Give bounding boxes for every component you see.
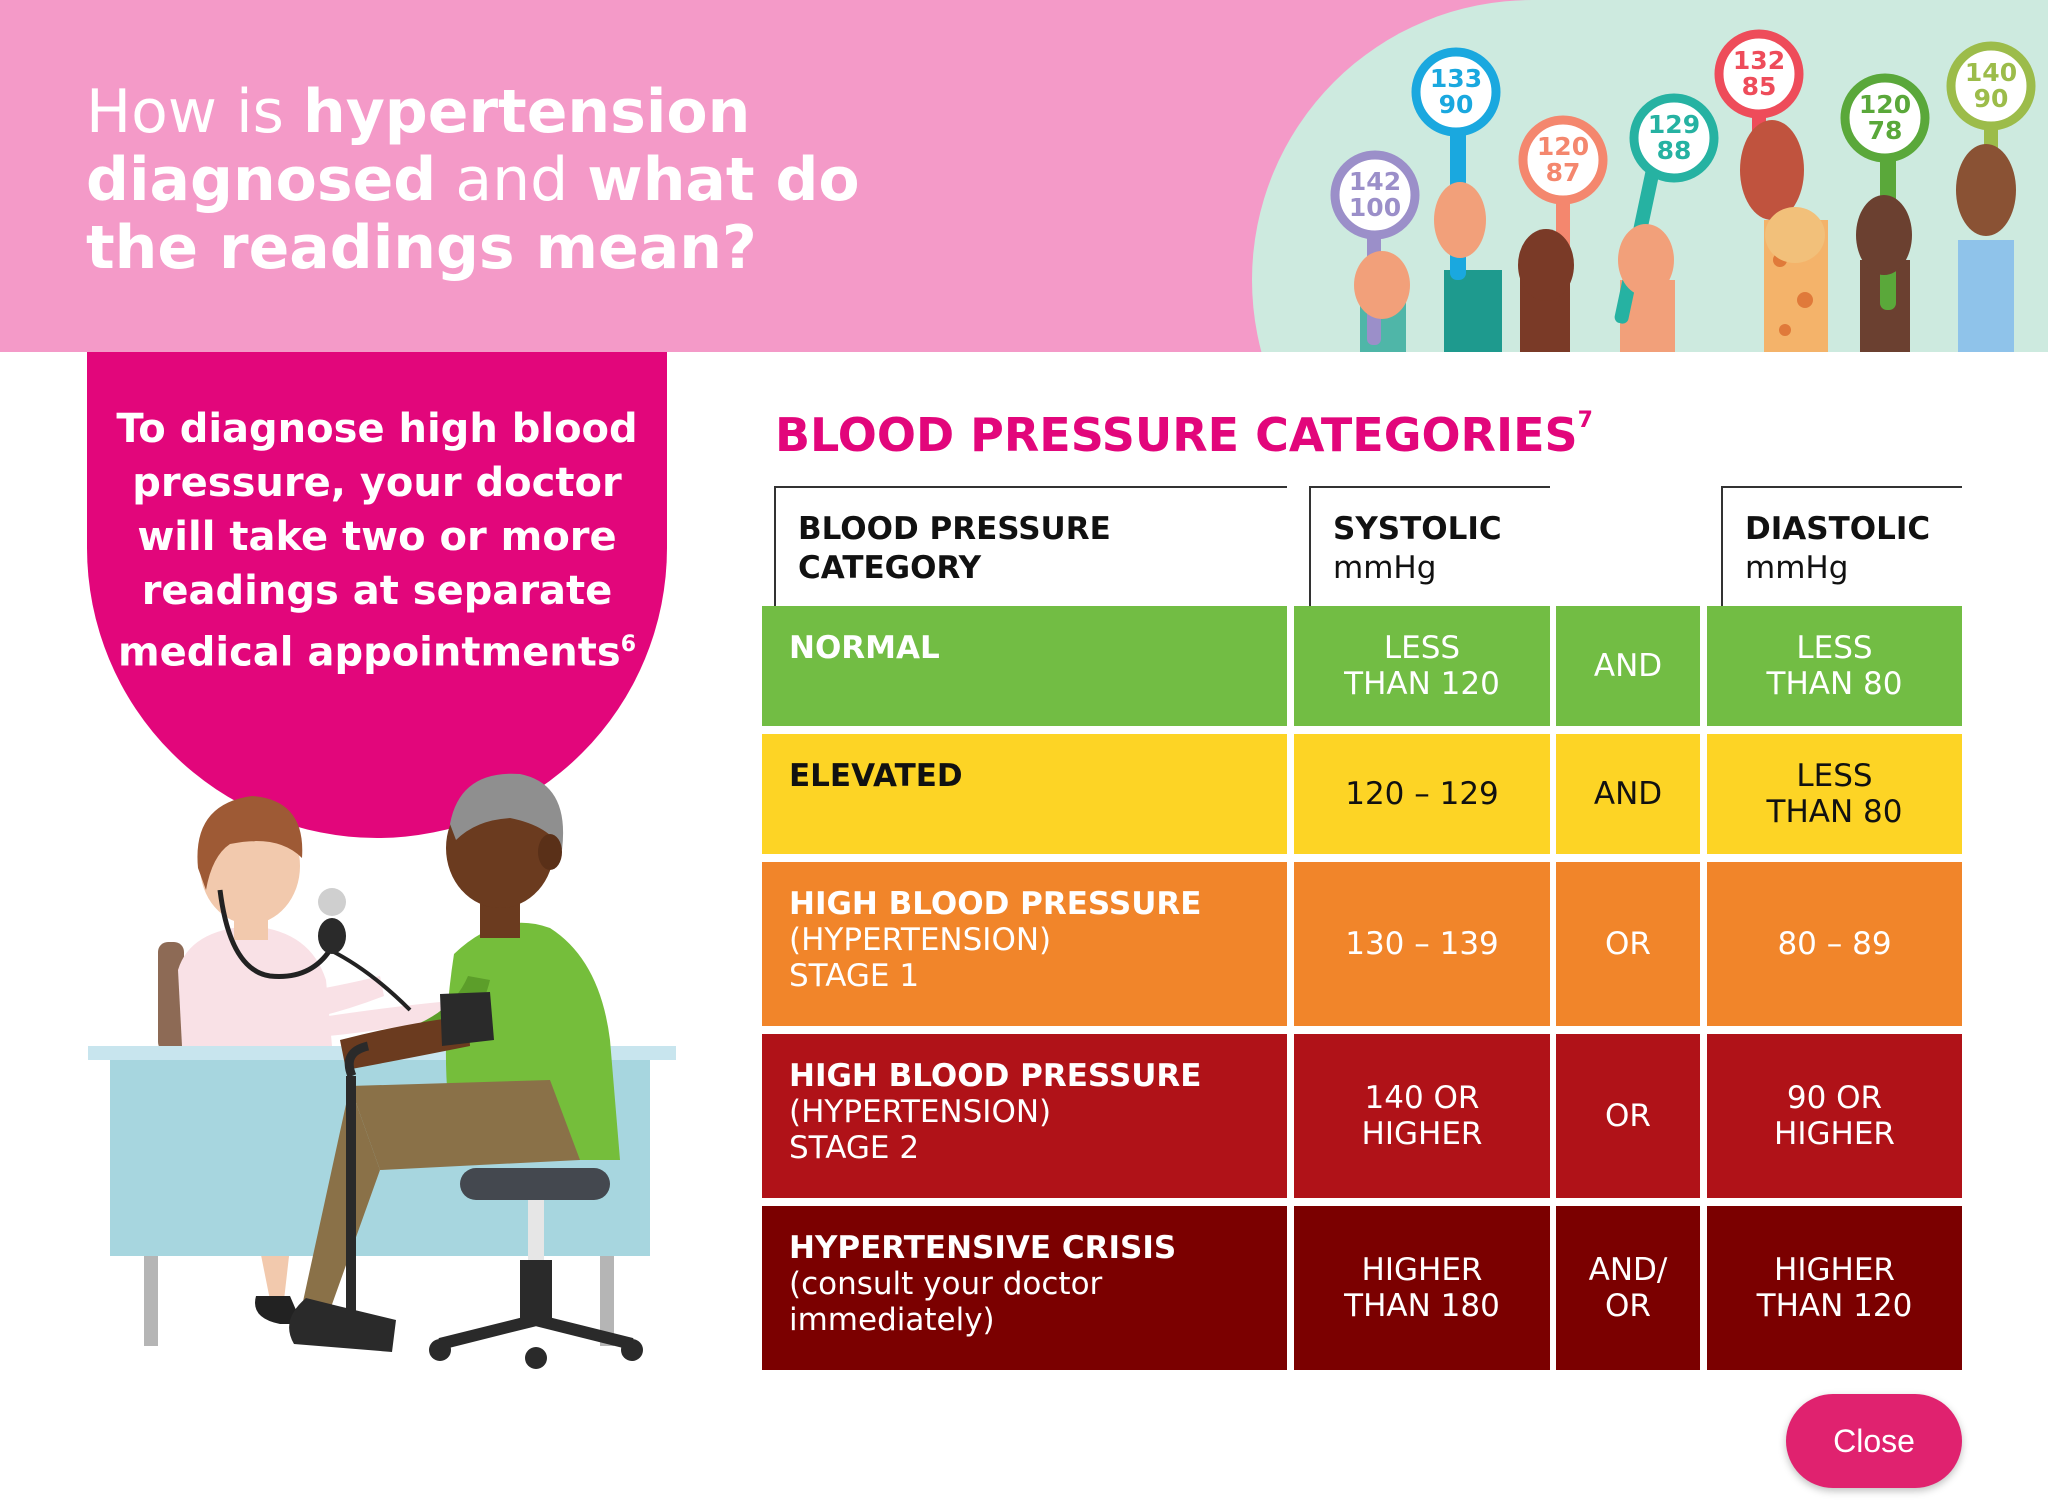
category-cell: NORMAL xyxy=(762,606,1287,726)
connector-cell: AND xyxy=(1556,606,1700,726)
category-cell: ELEVATED xyxy=(762,734,1287,854)
title-part: How is xyxy=(86,77,303,147)
sign-systolic: 120 xyxy=(1537,132,1589,161)
doctor-patient-illustration xyxy=(88,773,676,1369)
reading-sign xyxy=(1330,150,1420,240)
reading-sign xyxy=(1840,73,1930,163)
reading-sign xyxy=(1946,41,2036,131)
category-name: HYPERTENSIVE CRISIS xyxy=(789,1230,1177,1266)
reading-sign xyxy=(1518,115,1608,205)
diastolic-cell: LESS THAN 80 xyxy=(1707,606,1962,726)
bubble-reference: 6 xyxy=(620,632,637,657)
sign-systolic: 133 xyxy=(1430,64,1482,93)
category-row: ELEVATED 120 – 129 AND LESS THAN 80 xyxy=(762,734,1962,854)
category-row: NORMAL LESS THAN 120 AND LESS THAN 80 xyxy=(762,606,1962,726)
category-row: HIGH BLOOD PRESSURE (HYPERTENSION) STAGE… xyxy=(762,862,1962,1026)
connector-cell: OR xyxy=(1556,1034,1700,1198)
categories-title: BLOOD PRESSURE CATEGORIES7 xyxy=(775,408,1593,462)
category-note: (HYPERTENSION) STAGE 2 xyxy=(789,1094,1052,1166)
systolic-cell: HIGHER THAN 180 xyxy=(1294,1206,1550,1370)
column-header-category-line2: CATEGORY xyxy=(798,550,982,586)
category-note: (HYPERTENSION) STAGE 1 xyxy=(789,922,1052,994)
diastolic-cell: HIGHER THAN 120 xyxy=(1707,1206,1962,1370)
column-header-category: BLOOD PRESSURE CATEGORY xyxy=(774,486,1287,606)
category-cell: HIGH BLOOD PRESSURE (HYPERTENSION) STAGE… xyxy=(762,1034,1287,1198)
diastolic-cell: 80 – 89 xyxy=(1707,862,1962,1026)
column-header-diastolic: DIASTOLIC mmHg xyxy=(1721,486,1962,606)
reading-sign xyxy=(1411,47,1501,137)
sign-systolic: 140 xyxy=(1965,58,2017,87)
raised-hands-illustration: 142 100 133 90 120 87 129 88 132 85 120 … xyxy=(1330,29,2036,352)
category-row: HYPERTENSIVE CRISIS (consult your doctor… xyxy=(762,1206,1962,1370)
sign-diastolic: 88 xyxy=(1657,136,1692,165)
connector-cell: AND/ OR xyxy=(1556,1206,1700,1370)
categories-heading: BLOOD PRESSURE CATEGORIES xyxy=(775,408,1578,462)
category-name: HIGH BLOOD PRESSURE xyxy=(789,1058,1202,1094)
category-cell: HIGH BLOOD PRESSURE (HYPERTENSION) STAGE… xyxy=(762,862,1287,1026)
sign-systolic: 142 xyxy=(1349,167,1401,196)
sign-diastolic: 90 xyxy=(1974,84,2009,113)
connector-cell: AND xyxy=(1556,734,1700,854)
title-part: what do the readings mean? xyxy=(86,145,860,283)
column-header-diastolic-unit: mmHg xyxy=(1745,550,1849,586)
column-header-diastolic-label: DIASTOLIC xyxy=(1745,511,1931,547)
sign-diastolic: 100 xyxy=(1349,193,1401,222)
category-name: HIGH BLOOD PRESSURE xyxy=(789,886,1202,922)
category-name: ELEVATED xyxy=(789,758,963,794)
header-banner: How is hypertension diagnosed and what d… xyxy=(0,0,2048,352)
page-title: How is hypertension diagnosed and what d… xyxy=(86,78,986,282)
sign-diastolic: 90 xyxy=(1439,90,1474,119)
column-header-systolic-label: SYSTOLIC xyxy=(1333,511,1502,547)
category-name: NORMAL xyxy=(789,630,940,666)
category-cell: HYPERTENSIVE CRISIS (consult your doctor… xyxy=(762,1206,1287,1370)
category-note: (consult your doctor immediately) xyxy=(789,1266,1103,1338)
info-bubble: To diagnose high blood pressure, your do… xyxy=(87,352,667,838)
title-part: and xyxy=(436,145,588,215)
column-header-systolic-unit: mmHg xyxy=(1333,550,1437,586)
column-header-systolic: SYSTOLIC mmHg xyxy=(1309,486,1550,606)
sign-diastolic: 85 xyxy=(1742,72,1777,101)
bubble-text: To diagnose high blood pressure, your do… xyxy=(107,402,647,679)
systolic-cell: 140 OR HIGHER xyxy=(1294,1034,1550,1198)
diastolic-cell: 90 OR HIGHER xyxy=(1707,1034,1962,1198)
reading-sign xyxy=(1714,29,1804,119)
sign-diastolic: 87 xyxy=(1546,158,1581,187)
category-row: HIGH BLOOD PRESSURE (HYPERTENSION) STAGE… xyxy=(762,1034,1962,1198)
close-button[interactable]: Close xyxy=(1786,1394,1962,1488)
sign-systolic: 129 xyxy=(1648,110,1700,139)
diastolic-cell: LESS THAN 80 xyxy=(1707,734,1962,854)
systolic-cell: LESS THAN 120 xyxy=(1294,606,1550,726)
systolic-cell: 130 – 139 xyxy=(1294,862,1550,1026)
sign-diastolic: 78 xyxy=(1868,116,1903,145)
sign-systolic: 132 xyxy=(1733,46,1785,75)
categories-reference: 7 xyxy=(1577,408,1593,433)
sign-systolic: 120 xyxy=(1859,90,1911,119)
connector-cell: OR xyxy=(1556,862,1700,1026)
systolic-cell: 120 – 129 xyxy=(1294,734,1550,854)
title-part: hypertension diagnosed xyxy=(86,77,751,215)
reading-sign xyxy=(1629,93,1719,183)
bubble-message: To diagnose high blood pressure, your do… xyxy=(116,406,638,676)
column-header-category-line1: BLOOD PRESSURE xyxy=(798,511,1111,547)
